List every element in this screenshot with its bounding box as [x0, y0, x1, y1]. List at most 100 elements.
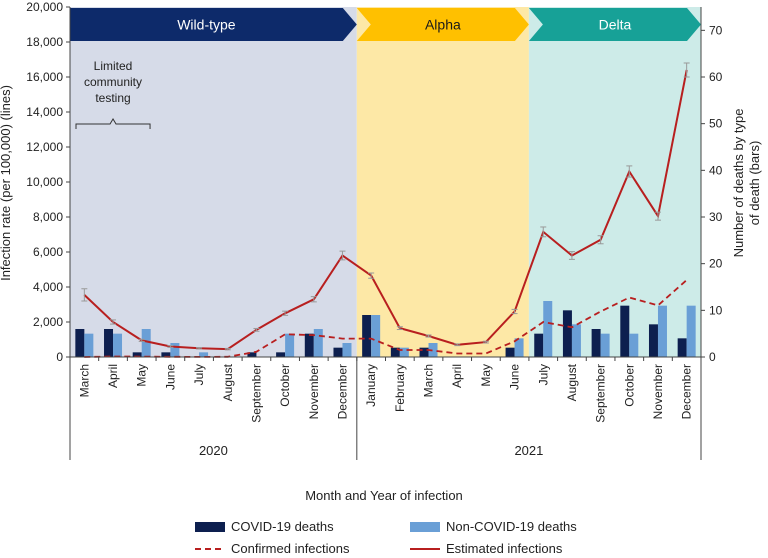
bar-non-covid-10: [371, 315, 381, 357]
month-tick-label: January: [364, 364, 378, 407]
bar-covid-11: [390, 347, 400, 357]
left-tick-label: 2,000: [33, 315, 63, 329]
month-tick-label: October: [622, 364, 636, 407]
variant-label-0: Wild-type: [177, 17, 236, 33]
bar-non-covid-21: [686, 305, 696, 357]
bar-covid-7: [276, 352, 286, 357]
year-label-2020: 2020: [199, 443, 228, 458]
y-axis-left-label: Infection rate (per 100,000) (lines): [0, 85, 13, 281]
error-bar-21: [683, 62, 690, 78]
bar-non-covid-18: [600, 333, 610, 357]
axes: 0 2,000 4,000 6,000 8,000 10,000 12,000 14,000 1…: [26, 0, 723, 460]
bar-covid-2: [132, 352, 142, 357]
right-tick-label: 40: [709, 163, 723, 177]
bar-non-covid-12: [428, 343, 438, 357]
x-axis-label: Month and Year of infection: [305, 488, 463, 503]
error-bar-5: [224, 347, 231, 351]
bar-non-covid-9: [342, 343, 352, 357]
right-tick-label: 10: [709, 303, 723, 317]
legend-label: Estimated infections: [446, 541, 563, 556]
variant-label-1: Alpha: [425, 17, 461, 33]
error-bar-20: [654, 211, 661, 221]
bar-non-covid-4: [199, 352, 209, 357]
legend-item-2: Confirmed infections: [195, 541, 350, 556]
variant-band-2: [528, 7, 701, 357]
bar-covid-3: [161, 352, 171, 357]
left-tick-label: 6,000: [33, 245, 63, 259]
bar-non-covid-8: [313, 329, 323, 357]
estimated-infections-line: [83, 69, 688, 351]
error-bar-12: [425, 334, 432, 338]
month-tick-label: November: [651, 364, 665, 419]
bar-covid-16: [534, 333, 544, 357]
limited-testing-annotation: Limited community testing: [75, 59, 151, 129]
bar-covid-0: [75, 329, 85, 357]
bar-covid-18: [591, 329, 601, 357]
bar-non-covid-11: [399, 347, 409, 357]
left-tick-label: 10,000: [26, 175, 63, 189]
month-tick-label: December: [335, 364, 349, 419]
variant-bands: [70, 7, 701, 357]
annotation-line: community: [84, 75, 142, 89]
legend-swatch: [410, 522, 440, 532]
bar-covid-15: [505, 347, 515, 357]
right-tick-label: 70: [709, 23, 723, 37]
bar-non-covid-16: [543, 301, 553, 357]
right-tick-label: 60: [709, 70, 723, 84]
month-tick-label: July: [192, 364, 206, 385]
error-bar-2: [138, 338, 145, 342]
bar-non-covid-20: [657, 305, 667, 357]
bar-covid-8: [304, 333, 314, 357]
legend-label: Confirmed infections: [231, 541, 350, 556]
bar-non-covid-3: [170, 343, 180, 357]
month-tick-label: December: [680, 364, 694, 419]
error-bar-0: [81, 288, 88, 302]
bar-covid-21: [677, 338, 687, 357]
legend-label: Non-COVID-19 deaths: [446, 519, 577, 534]
variant-arrow-0: [70, 8, 357, 41]
bar-non-covid-1: [113, 333, 123, 357]
month-tick-label: March: [77, 364, 91, 397]
month-tick-label: August: [565, 363, 579, 401]
left-tick-label: 20,000: [26, 0, 63, 14]
month-tick-label: May: [479, 364, 493, 387]
bar-covid-12: [419, 347, 429, 357]
left-tick-label: 0: [56, 350, 63, 364]
bar-non-covid-2: [141, 329, 151, 357]
bar-non-covid-19: [629, 333, 639, 357]
right-tick-label: 50: [709, 117, 723, 131]
legend-item-3: Estimated infections: [410, 541, 563, 556]
error-bar-8: [310, 296, 317, 303]
variant-label-2: Delta: [599, 17, 632, 33]
month-tick-label: March: [422, 364, 436, 397]
left-tick-label: 8,000: [33, 210, 63, 224]
legend-item-1: Non-COVID-19 deaths: [410, 519, 577, 534]
error-bar-11: [396, 326, 403, 331]
variant-band-0: [70, 7, 357, 357]
legend: COVID-19 deaths Non-COVID-19 deaths Confir…: [195, 519, 577, 556]
error-bar-15: [511, 308, 518, 315]
bar-covid-20: [648, 324, 658, 357]
month-tick-label: November: [307, 364, 321, 419]
bar-non-covid-0: [84, 333, 94, 357]
right-tick-label: 20: [709, 257, 723, 271]
variant-arrows: Wild-type Alpha Delta: [70, 8, 701, 41]
error-bar-16: [540, 226, 547, 238]
left-tick-label: 4,000: [33, 280, 63, 294]
error-bar-3: [167, 345, 174, 348]
month-tick-label: September: [594, 364, 608, 423]
month-tick-label: February: [393, 364, 407, 412]
annotation-brace: [75, 118, 151, 129]
error-bar-17: [568, 251, 575, 260]
bar-covid-9: [333, 347, 343, 357]
bar-covid-17: [562, 310, 572, 357]
death-bars: [75, 301, 696, 357]
bar-covid-10: [362, 315, 372, 357]
bar-non-covid-15: [514, 338, 524, 357]
left-tick-label: 12,000: [26, 140, 63, 154]
right-tick-label: 30: [709, 210, 723, 224]
error-bar-7: [282, 310, 289, 316]
error-bar-4: [196, 347, 203, 350]
error-bar-9: [339, 250, 346, 261]
